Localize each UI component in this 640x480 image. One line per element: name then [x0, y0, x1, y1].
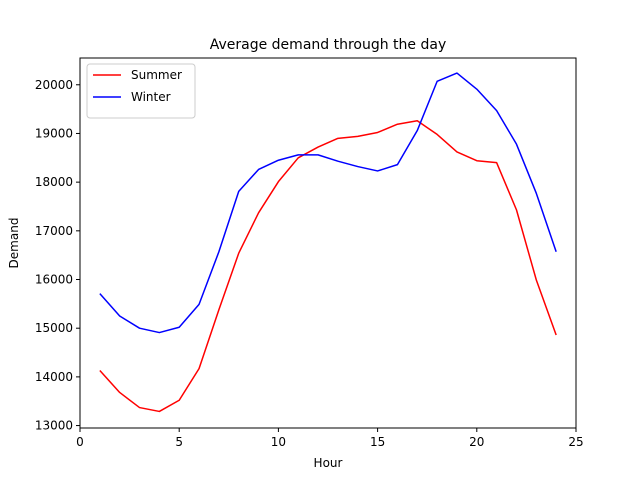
- legend: Summer Winter: [86, 63, 196, 119]
- x-tick-label: 10: [271, 435, 286, 449]
- x-tick-label: 15: [370, 435, 385, 449]
- y-tick-label: 20000: [35, 78, 73, 92]
- plot-area: [80, 58, 576, 428]
- y-tick-label: 15000: [35, 321, 73, 335]
- chart-title: Average demand through the day: [210, 37, 447, 53]
- legend-label-winter: Winter: [131, 90, 171, 104]
- x-tick-label: 25: [568, 435, 583, 449]
- x-tick-label: 5: [175, 435, 183, 449]
- y-tick-label: 16000: [35, 273, 73, 287]
- y-tick-label: 18000: [35, 175, 73, 189]
- y-tick-label: 19000: [35, 126, 73, 140]
- x-axis-ticks: 0 5 10 15 20 25: [76, 428, 584, 449]
- y-tick-label: 17000: [35, 224, 73, 238]
- y-tick-label: 14000: [35, 370, 73, 384]
- legend-label-summer: Summer: [131, 68, 182, 82]
- series-line-winter: [99, 72, 557, 334]
- x-axis-label: Hour: [314, 456, 343, 470]
- y-axis-ticks: 13000 14000 15000 16000 17000 18000 19000 20000: [35, 78, 80, 433]
- x-tick-label: 0: [76, 435, 84, 449]
- x-tick-label: 20: [469, 435, 484, 449]
- legend-box: [86, 63, 196, 119]
- y-tick-label: 13000: [35, 419, 73, 433]
- series-lines: [99, 72, 557, 413]
- y-axis-label: Demand: [7, 218, 21, 269]
- series-line-summer: [99, 120, 557, 413]
- plot-frame: [79, 57, 577, 429]
